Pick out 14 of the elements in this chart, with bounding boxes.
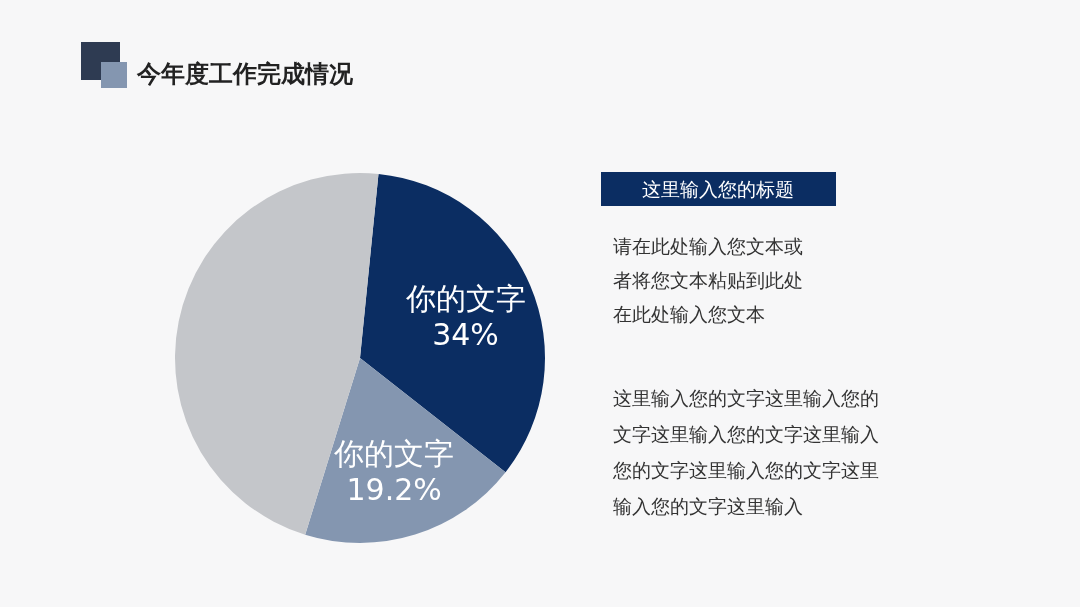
data-label: 34% bbox=[432, 317, 499, 353]
text: 文字这里输入您的文字这里输入 bbox=[613, 423, 879, 445]
text: 输入您的文字这里输入 bbox=[613, 495, 803, 517]
data-label: 19.2% bbox=[346, 471, 442, 507]
slice-label: 你的文字 bbox=[404, 281, 526, 317]
text: 者将您文本粘贴到此处 bbox=[613, 269, 803, 291]
pie-slice bbox=[305, 358, 506, 543]
text: 这里输入您的标题 bbox=[642, 178, 794, 200]
text: 在此处输入您文本 bbox=[613, 303, 765, 325]
chart-title: 今年度工作完成情况 bbox=[136, 60, 354, 88]
text: 请在此处输入您文本或 bbox=[613, 235, 803, 257]
text: 这里输入您的文字这里输入您的 bbox=[613, 387, 879, 409]
text: 您的文字这里输入您的文字这里 bbox=[612, 459, 879, 481]
slice-label: 你的文字 bbox=[333, 435, 455, 471]
